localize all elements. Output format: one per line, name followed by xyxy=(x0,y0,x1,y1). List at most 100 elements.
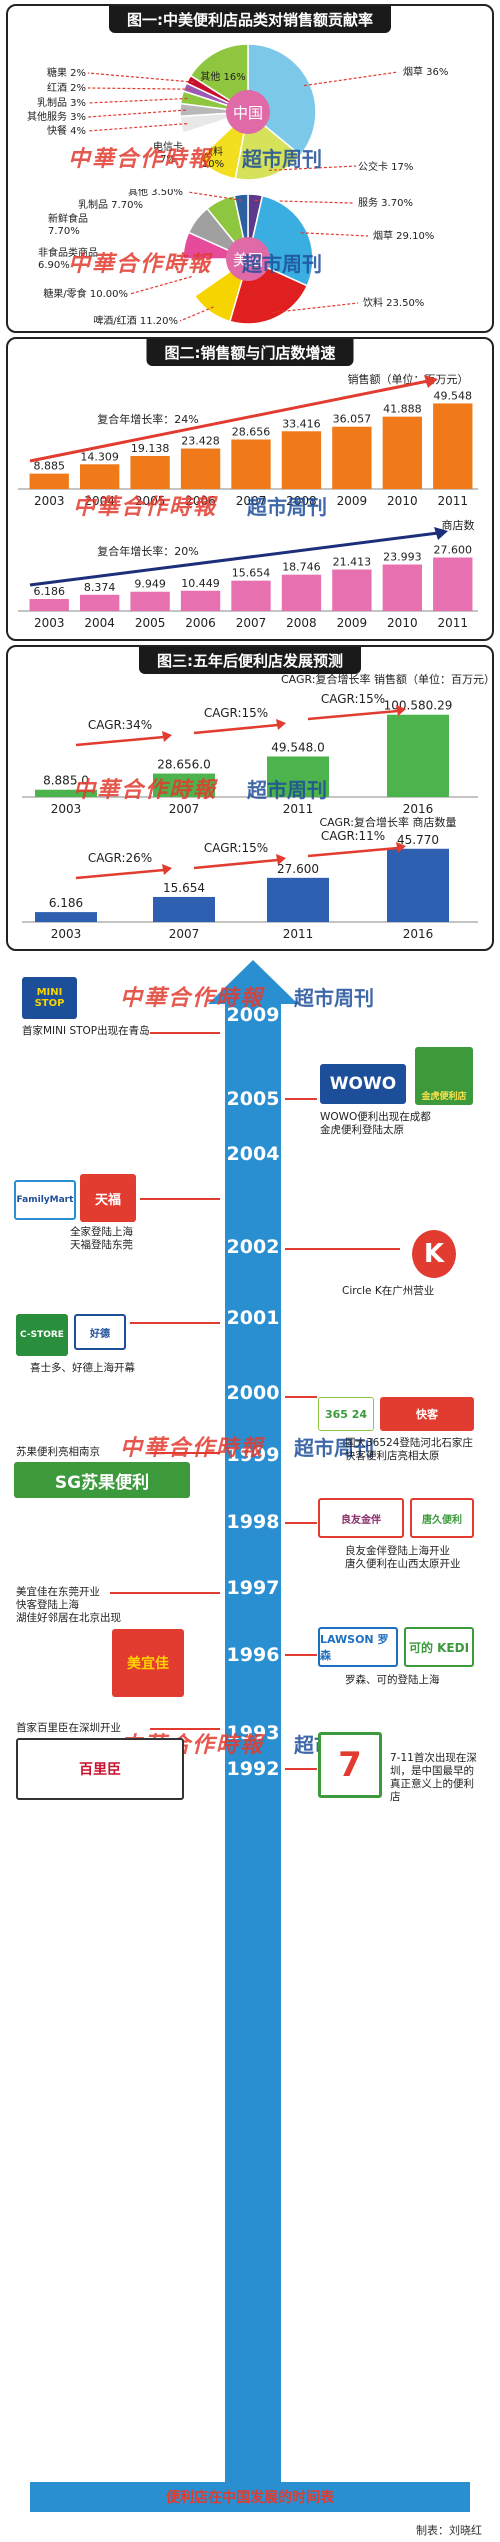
bar xyxy=(153,896,215,922)
cagr-arrowhead xyxy=(162,731,172,742)
leader-line xyxy=(87,72,194,83)
event-2000: 国大36524登陆河北石家庄 快客便利店亮相太原 xyxy=(345,1437,473,1462)
bar-chart-forecast-sales: 8.885.0200328.656.0200749.548.02011100.5… xyxy=(22,672,492,814)
slice-label: 红酒 2% xyxy=(47,81,86,94)
event-2001: 喜士多、好德上海开幕 xyxy=(30,1362,135,1374)
slice-label: 其他 3.50% xyxy=(128,189,183,198)
cagr-arrowhead xyxy=(276,854,286,865)
x-tick-label: 2011 xyxy=(283,927,314,941)
watermark: 中華合作時報超市周刊 xyxy=(120,985,375,1011)
bar-value-label: 21.413 xyxy=(333,556,372,569)
year-2005: 2005 xyxy=(226,1088,280,1110)
bar-value-label: 23.428 xyxy=(181,435,220,448)
panel-sales-store-growth: 图二:销售额与门店数增速 8.885 2003 14.309 2004 19.138 20… xyxy=(6,337,494,641)
leader-line xyxy=(87,123,188,132)
unit-label: CAGR:复合增长率 销售额（单位：百万元） xyxy=(281,672,492,686)
logo-bailichen: 百里臣 xyxy=(16,1738,184,1800)
cagr-label: CAGR:15% xyxy=(321,692,385,706)
leader-line xyxy=(87,109,187,118)
bar-value-label: 6.186 xyxy=(33,585,65,598)
bar-value-label: 27.600 xyxy=(434,544,473,557)
bar xyxy=(387,848,449,922)
bar xyxy=(130,455,170,489)
slice-label: 电信卡 xyxy=(153,140,183,153)
slice-label: 啤酒/红酒 11.20% xyxy=(93,314,178,327)
logo-liangyou: 良友金伴 xyxy=(318,1498,404,1538)
bar xyxy=(79,594,120,611)
bar-value-label: 45.770 xyxy=(397,833,439,847)
slice-label: 其他服务 3% xyxy=(27,110,86,123)
panel3-title: 图三:五年后便利店发展预测 xyxy=(139,647,361,674)
bar-value-label: 15.654 xyxy=(232,567,271,580)
cagr-arrowhead xyxy=(396,705,406,716)
panel2-title: 图二:销售额与门店数增速 xyxy=(146,339,354,366)
event-1993: 首家百里臣在深圳开业 xyxy=(16,1722,121,1734)
logo-ministop: MINI STOP xyxy=(22,977,77,1019)
connector xyxy=(285,1396,317,1398)
bar-value-label: 23.993 xyxy=(383,551,422,564)
bar xyxy=(332,569,372,611)
bar xyxy=(332,426,372,489)
pie-chart-us: 服务 3.70% 烟草 29.10% 饮料 23.50% 啤酒/红酒 11.20% 糖果… xyxy=(38,189,434,327)
bar-chart-sales: 8.885 2003 14.309 2004 19.138 2005 23.428 2006 2… xyxy=(18,372,478,508)
connector xyxy=(285,1522,317,1524)
panel-forecast: 图三:五年后便利店发展预测 8.885.0 2003 28.656.0 2007 49.… xyxy=(6,645,494,951)
bar xyxy=(231,580,271,611)
event-2004: 全家登陆上海 天福登陆东莞 xyxy=(70,1226,133,1251)
x-tick-label: 2010 xyxy=(387,616,418,630)
event-2005: WOWO便利出现在成都 金虎便利登陆太原 xyxy=(320,1111,431,1136)
cagr-arrow xyxy=(307,709,399,721)
bar xyxy=(35,912,97,922)
leader-line xyxy=(179,306,214,322)
x-tick-label: 2007 xyxy=(236,494,267,508)
trend-arrowhead xyxy=(434,527,448,540)
connector xyxy=(285,1248,400,1250)
bar-value-label: 41.888 xyxy=(383,403,422,416)
logo-meiyijia: 美宜佳 xyxy=(112,1629,184,1697)
watermark: 中華合作時報超市周刊 xyxy=(68,146,323,172)
logo-lawson: LAWSON 罗森 xyxy=(318,1627,398,1667)
event-1998: 良友金伴登陆上海开业 唐久便利在山西太原开业 xyxy=(345,1545,461,1570)
cagr-label: CAGR:34% xyxy=(88,718,152,732)
slice-label: 糖果 2% xyxy=(47,66,86,79)
bar xyxy=(382,416,423,489)
bar-value-label: 10.449 xyxy=(181,577,220,590)
x-tick-label: 2010 xyxy=(387,494,418,508)
pie-center-label: 美国 xyxy=(233,251,263,269)
x-tick-label: 2006 xyxy=(185,616,216,630)
event-1999: 苏果便利亮相南京 xyxy=(16,1446,100,1458)
x-tick-label: 2004 xyxy=(84,494,115,508)
x-tick-label: 2006 xyxy=(185,494,216,508)
bar xyxy=(35,789,97,797)
watermark: 中華合作時報超市周刊 xyxy=(68,251,323,277)
slice-label: 饮料 23.50% xyxy=(363,296,424,309)
x-tick-label: 2011 xyxy=(438,616,469,630)
connector xyxy=(150,1728,220,1730)
cagr-label: CAGR:15% xyxy=(204,706,268,720)
x-tick-label: 2008 xyxy=(286,616,317,630)
bar xyxy=(29,599,69,611)
bar-value-label: 19.138 xyxy=(131,442,170,455)
x-tick-label: 2004 xyxy=(84,616,115,630)
slice-label: 公交卡 17% xyxy=(358,160,413,173)
timeline-arrow xyxy=(30,960,470,2512)
timeline-section: 便利店在中国发展的时间表 制表：刘晓红 2009 2005 2004 2002 … xyxy=(0,952,500,2542)
bar xyxy=(267,756,329,797)
slice-label: 服务 3.70% xyxy=(358,196,413,209)
connector xyxy=(285,1768,317,1770)
logo-7eleven: 7 xyxy=(318,1732,382,1798)
bar xyxy=(281,431,322,489)
timeline-credit: 制表：刘晓红 xyxy=(416,2524,482,2537)
bar-value-label: 8.885.0 xyxy=(43,774,89,788)
connector xyxy=(285,1098,317,1100)
leader-line xyxy=(304,71,399,87)
slice-label: 烟草 36% xyxy=(403,65,448,78)
x-tick-label: 2016 xyxy=(403,802,434,814)
leader-line xyxy=(268,165,357,171)
pie-slice xyxy=(247,43,317,157)
cagr-arrowhead xyxy=(396,842,406,853)
x-tick-label: 2003 xyxy=(51,802,82,814)
logo-kedi: 可的 KEDI xyxy=(404,1627,474,1667)
event-1992: 7-11首次出现在深圳，是中国最早的真正意义上的便利店 xyxy=(390,1752,477,1803)
connector xyxy=(130,1322,220,1324)
